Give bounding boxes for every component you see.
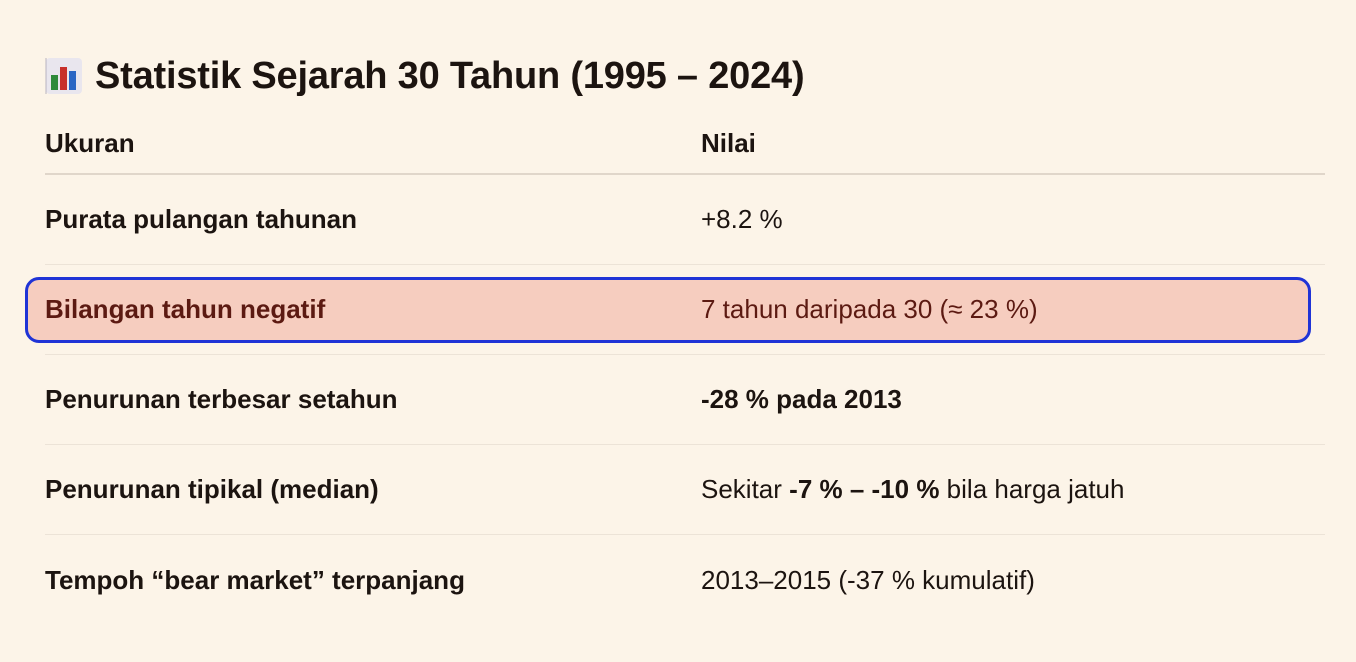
row-label: Penurunan terbesar setahun xyxy=(45,384,398,414)
row-value: 7 tahun daripada 30 (≈ 23 %) xyxy=(701,294,1038,324)
row-value: 2013–2015 (-37 % kumulatif) xyxy=(701,564,1035,595)
table-row-highlighted: Bilangan tahun negatif 7 tahun daripada … xyxy=(25,265,1325,355)
column-header-value: Nilai xyxy=(701,128,756,158)
highlight-box xyxy=(25,277,1311,343)
row-value: +8.2 % xyxy=(701,204,783,234)
page-title-text: Statistik Sejarah 30 Tahun (1995 – 2024) xyxy=(95,54,805,97)
row-label: Penurunan tipikal (median) xyxy=(45,474,379,504)
table-row: Tempoh “bear market” terpanjang 2013–201… xyxy=(45,535,1325,625)
row-value-prefix: Sekitar xyxy=(701,474,790,504)
row-label: Purata pulangan tahunan xyxy=(45,204,358,234)
table-row: Penurunan terbesar setahun -28 % pada 20… xyxy=(45,355,1325,445)
page-title: Statistik Sejarah 30 Tahun (1995 – 2024) xyxy=(45,52,805,100)
row-label: Tempoh “bear market” terpanjang xyxy=(45,564,465,595)
table-header-row: Ukuran Nilai xyxy=(45,114,1325,175)
table-row: Penurunan tipikal (median) Sekitar -7 % … xyxy=(45,445,1325,535)
table-row: Purata pulangan tahunan +8.2 % xyxy=(45,175,1325,265)
statistics-table: Ukuran Nilai Purata pulangan tahunan +8.… xyxy=(25,114,1325,625)
row-value: -28 % pada 2013 xyxy=(701,384,902,414)
row-value: Sekitar -7 % – -10 % bila harga jatuh xyxy=(701,474,1124,505)
bar-chart-icon xyxy=(45,57,83,95)
row-value-suffix: bila harga jatuh xyxy=(939,474,1125,504)
row-label: Bilangan tahun negatif xyxy=(45,294,326,324)
column-header-measure: Ukuran xyxy=(45,128,135,158)
row-value-bold: -7 % – -10 % xyxy=(789,474,940,504)
